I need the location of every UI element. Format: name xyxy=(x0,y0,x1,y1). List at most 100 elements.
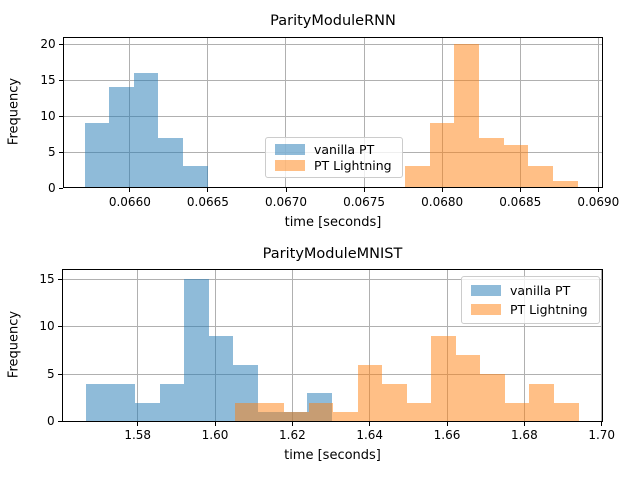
legend-item: vanilla PT xyxy=(471,283,590,298)
legend: vanilla PT PT Lightning xyxy=(265,137,403,178)
hist-bar-pt-lightning xyxy=(479,137,504,188)
legend-swatch-pt-lightning xyxy=(275,160,305,172)
tick-mark xyxy=(137,421,139,426)
x-tick-label: 0.0675 xyxy=(343,194,386,209)
hist-bar-vanilla-pt xyxy=(86,383,111,422)
chart-title-mnist: ParityModuleMNIST xyxy=(262,246,403,262)
legend-label: vanilla PT xyxy=(510,283,571,298)
y-tick-label: 0 xyxy=(47,414,55,429)
tick-mark xyxy=(129,188,131,192)
tick-mark xyxy=(597,188,599,192)
hist-bar-vanilla-pt xyxy=(158,137,183,188)
x-tick-label: 0.0660 xyxy=(108,194,151,209)
legend-swatch-pt-lightning xyxy=(471,304,501,315)
gridline xyxy=(207,36,209,188)
gridline xyxy=(441,36,443,188)
hist-bar-pt-lightning xyxy=(431,336,456,422)
gridline xyxy=(369,269,371,422)
x-tick-label: 1.70 xyxy=(588,428,616,443)
x-tick-label: 1.60 xyxy=(201,428,229,443)
tick-mark xyxy=(523,421,525,426)
tick-mark xyxy=(57,421,62,423)
gridline xyxy=(61,421,603,423)
hist-bar-vanilla-pt xyxy=(84,123,110,188)
tick-mark xyxy=(58,115,63,117)
y-tick-label: 20 xyxy=(40,36,56,51)
tick-mark xyxy=(446,421,448,426)
y-tick-label: 10 xyxy=(39,319,55,334)
gridline xyxy=(62,79,603,81)
legend-item: PT Lightning xyxy=(275,158,393,173)
hist-bar-vanilla-pt xyxy=(184,279,209,422)
x-tick-label: 1.62 xyxy=(279,428,306,443)
x-tick-label: 0.0685 xyxy=(499,194,542,209)
hist-bar-pt-lightning xyxy=(357,364,383,422)
tick-mark xyxy=(57,278,62,280)
gridline xyxy=(62,43,603,45)
gridline xyxy=(137,269,139,422)
gridline xyxy=(363,36,365,188)
gridline xyxy=(597,36,599,188)
hist-bar-pt-lightning xyxy=(529,383,554,422)
legend-item: vanilla PT xyxy=(275,142,393,157)
chart-title-rnn: ParityModuleRNN xyxy=(270,13,396,29)
hist-bar-pt-lightning xyxy=(553,402,579,422)
gridline xyxy=(291,269,293,422)
x-tick-label: 1.58 xyxy=(124,428,152,443)
hist-bar-vanilla-pt xyxy=(109,87,134,188)
hist-bar-pt-lightning xyxy=(480,374,505,422)
gridline xyxy=(62,115,603,117)
x-tick-label: 1.64 xyxy=(356,428,384,443)
hist-bar-pt-lightning xyxy=(454,44,479,188)
hist-bar-vanilla-pt xyxy=(208,336,234,422)
hist-bar-vanilla-pt xyxy=(135,402,160,422)
hist-bar-vanilla-pt xyxy=(133,73,159,188)
hist-bar-pt-lightning xyxy=(404,166,430,188)
tick-mark xyxy=(601,421,603,426)
hist-bar-pt-lightning xyxy=(503,144,529,188)
gridline xyxy=(61,278,603,280)
legend-swatch-vanilla-pt xyxy=(275,143,305,155)
tick-mark xyxy=(207,188,209,192)
hist-bar-pt-lightning xyxy=(455,355,481,422)
x-axis-label-mnist: time [seconds] xyxy=(284,447,381,463)
hist-bar-pt-lightning xyxy=(308,402,334,422)
gridline xyxy=(601,269,603,422)
gridline xyxy=(62,187,603,189)
hist-bar-vanilla-pt xyxy=(183,166,208,188)
tick-mark xyxy=(363,188,365,192)
legend-label: vanilla PT xyxy=(314,141,375,157)
hist-bar-pt-lightning xyxy=(259,402,285,422)
tick-mark xyxy=(214,421,216,426)
legend-label: PT Lightning xyxy=(314,158,392,174)
legend-swatch-vanilla-pt xyxy=(471,285,501,296)
tick-mark xyxy=(58,43,63,45)
hist-bar-pt-lightning xyxy=(284,412,309,422)
y-tick-label: 5 xyxy=(48,144,56,159)
tick-mark xyxy=(58,151,63,153)
tick-mark xyxy=(519,188,521,192)
gridline xyxy=(519,36,521,188)
y-tick-label: 5 xyxy=(47,366,55,381)
legend: vanilla PT PT Lightning xyxy=(461,276,600,324)
axes-parity-module-mnist xyxy=(61,269,603,423)
legend-label: PT Lightning xyxy=(510,302,588,317)
hist-bar-pt-lightning xyxy=(406,402,432,422)
tick-mark xyxy=(291,421,293,426)
tick-mark xyxy=(441,188,443,192)
hist-bar-pt-lightning xyxy=(333,412,358,422)
hist-bar-pt-lightning xyxy=(235,402,260,422)
gridline xyxy=(61,373,603,375)
tick-mark xyxy=(58,187,63,189)
tick-mark xyxy=(285,188,287,192)
y-tick-label: 15 xyxy=(39,271,55,286)
legend-item: PT Lightning xyxy=(471,302,590,317)
x-tick-label: 1.66 xyxy=(433,428,461,443)
x-tick-label: 0.0670 xyxy=(265,194,307,209)
tick-mark xyxy=(369,421,371,426)
hist-bar-vanilla-pt xyxy=(159,383,185,422)
hist-bar-pt-lightning xyxy=(382,383,407,422)
hist-bar-pt-lightning xyxy=(429,123,455,188)
x-tick-label: 0.0665 xyxy=(186,194,229,209)
